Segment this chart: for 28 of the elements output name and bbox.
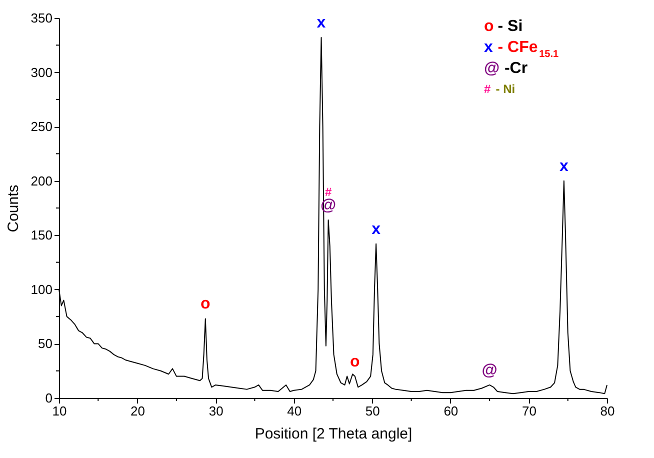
x-tick-label: 80 xyxy=(600,404,615,418)
annotation: o xyxy=(350,353,360,370)
annotation: x xyxy=(559,158,568,175)
x-tick-label: 30 xyxy=(208,404,224,418)
y-tick-label: 100 xyxy=(30,282,52,297)
annotation: # - Ni xyxy=(484,82,516,96)
x-tick-label: 70 xyxy=(522,404,536,418)
annotation: # xyxy=(324,184,332,199)
y-tick-label: 150 xyxy=(30,228,52,243)
annotation: @ -Cr xyxy=(484,60,528,77)
x-tick-label: 50 xyxy=(365,404,380,418)
y-tick-label: 350 xyxy=(30,10,52,26)
annotation: @ xyxy=(482,362,498,379)
x-tick-label: 20 xyxy=(130,404,146,418)
y-tick-label: 50 xyxy=(38,336,52,352)
annotation: o - Si xyxy=(484,18,523,35)
y-tick-label: 0 xyxy=(45,390,52,406)
annotation: x xyxy=(372,220,381,238)
y-tick-label: 300 xyxy=(30,64,52,80)
annotation: o xyxy=(200,296,211,313)
x-tick-label: 10 xyxy=(52,404,67,418)
y-tick-label: 250 xyxy=(30,119,52,134)
x-axis-title: Position [2 Theta angle] xyxy=(254,426,412,442)
y-axis-title: Counts xyxy=(4,184,22,232)
annotation: x xyxy=(316,14,326,32)
x-tick-label: 60 xyxy=(444,404,458,418)
y-tick-label: 200 xyxy=(30,173,52,188)
x-tick-label: 40 xyxy=(287,404,302,418)
